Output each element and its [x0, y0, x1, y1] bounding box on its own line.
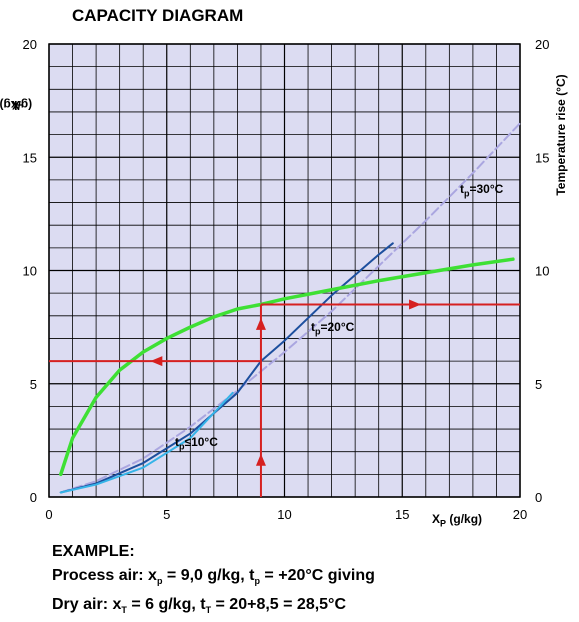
x-axis-label: XP (g/kg): [432, 512, 483, 529]
series-line-temp_rise: [59, 257, 515, 477]
y2-tick-label: 5: [535, 377, 542, 392]
series-line-t30: [59, 122, 521, 494]
arrow-up-icon: [255, 453, 266, 466]
y2-tick-label: 20: [535, 37, 549, 52]
x-tick-label: 10: [277, 507, 291, 522]
y-tick-label: 5: [30, 377, 37, 392]
y-tick-label: 20: [23, 37, 37, 52]
x-tick-label: 0: [45, 507, 52, 522]
x-tick-label: 20: [513, 507, 527, 522]
y2-tick-label: 15: [535, 150, 549, 165]
chart-title: CAPACITY DIAGRAM: [72, 6, 244, 25]
y2-tick-label: 0: [535, 490, 542, 505]
y-tick-label: 0: [30, 490, 37, 505]
example-text: EXAMPLE: Process air: xp = 9,0 g/kg, tp …: [52, 540, 375, 622]
y2-tick-label: 10: [535, 264, 549, 279]
y-tick-label: 15: [23, 150, 37, 165]
plot-border: [48, 43, 521, 498]
annotation-t30: tp=30°C: [460, 182, 504, 199]
y-tick-label: 10: [23, 264, 37, 279]
x-tick-label: 5: [163, 507, 170, 522]
annotation-t20: tp=20°C: [311, 320, 355, 337]
series-line-t20: [59, 242, 394, 494]
x-tick-label: 15: [395, 507, 409, 522]
arrow-right-icon: [409, 299, 422, 310]
arrow-left-icon: [150, 356, 163, 367]
example-heading: EXAMPLE:: [52, 543, 135, 560]
annotation-t10: tp≤10°C: [175, 435, 218, 452]
series-line-t10: [59, 391, 234, 494]
example-line-1: Process air: xp = 9,0 g/kg, tp = +20°C g…: [52, 567, 375, 587]
arrow-up-icon: [255, 317, 266, 330]
example-line-2: Dry air: xT = 6 g/kg, tT = 20+8,5 = 28,5…: [52, 596, 347, 616]
